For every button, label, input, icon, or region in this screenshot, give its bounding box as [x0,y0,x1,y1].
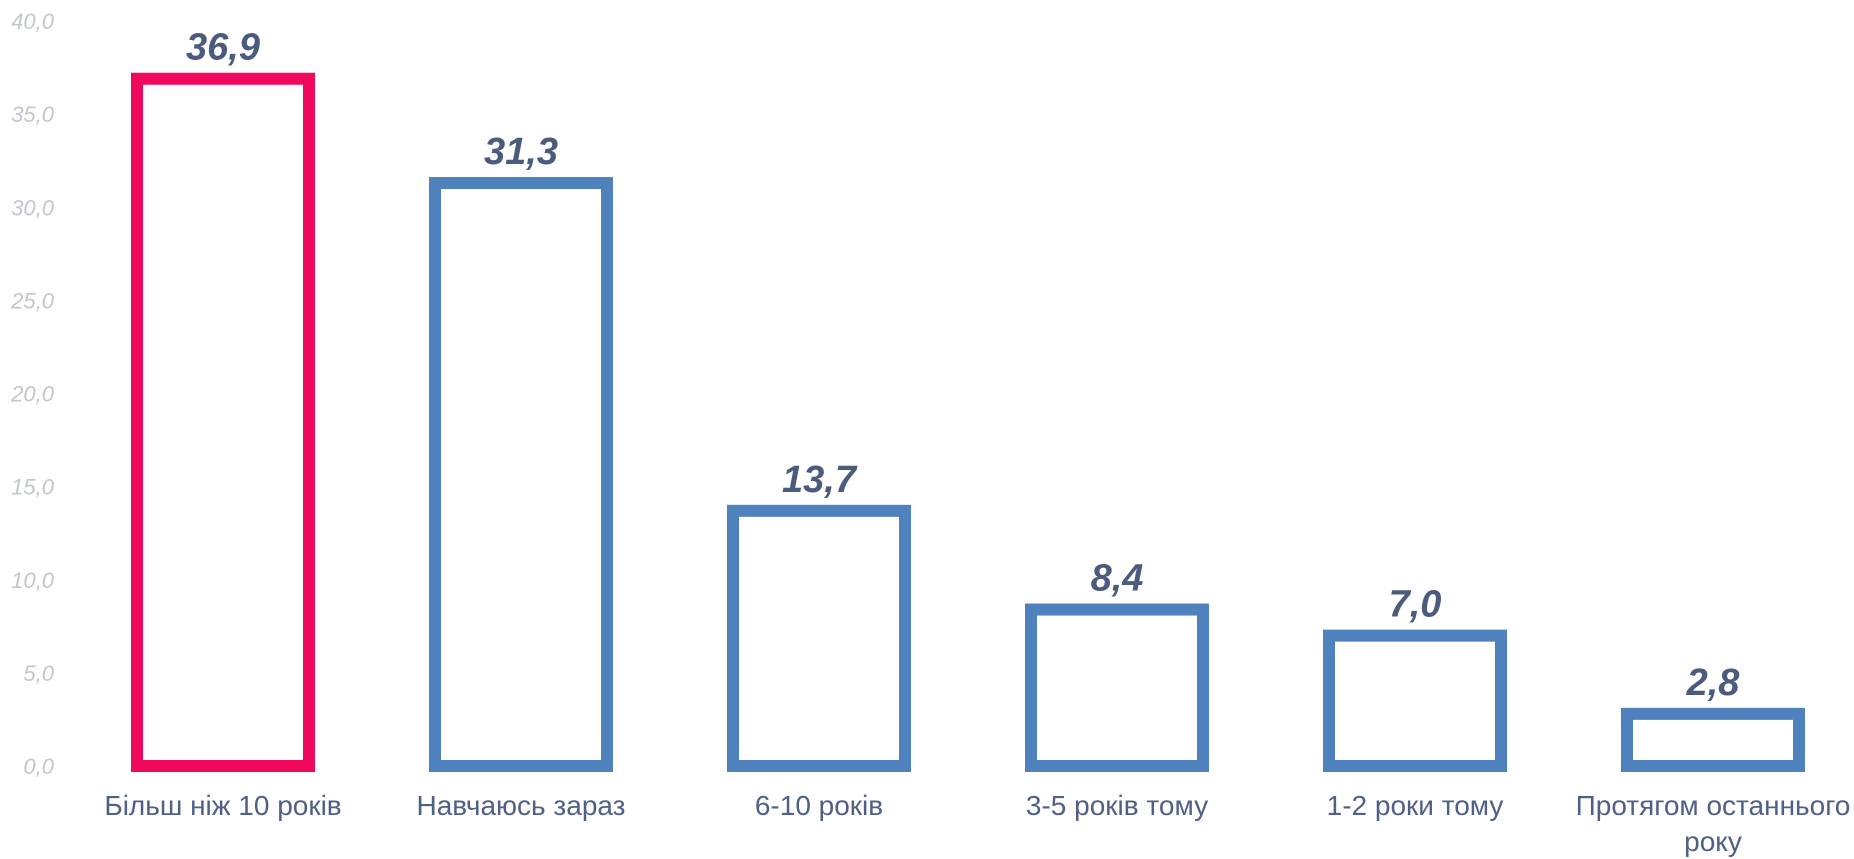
y-axis: 0,0 5,0 10,0 15,0 20,0 25,0 30,0 35,0 40,0 [10,9,55,779]
data-label: 36,9 [186,27,260,69]
x-axis-labels: Більш ніж 10 років Навчаюсь зараз 6-10 рок… [104,790,1850,857]
bar [727,504,911,772]
y-tick-label: 35,0 [11,102,55,127]
y-tick-label: 40,0 [11,9,55,34]
y-tick-label: 5,0 [23,661,54,686]
category-label: 3-5 років тому [1026,790,1208,821]
y-tick-label: 10,0 [11,568,55,593]
bars [131,72,1805,773]
data-label: 8,4 [1091,558,1144,600]
data-label: 31,3 [484,131,558,173]
y-tick-label: 20,0 [10,382,55,407]
category-label: 6-10 років [755,790,883,821]
data-label: 7,0 [1389,584,1442,626]
bar [1621,707,1805,772]
data-labels: 36,9 31,3 13,7 8,4 7,0 2,8 [186,27,1740,704]
category-label: Більш ніж 10 років [104,790,341,821]
bar [1025,603,1209,772]
bar [429,177,613,773]
y-tick-label: 30,0 [11,195,55,220]
category-label: Протягом останнього року [1576,790,1851,857]
category-label: 1-2 роки тому [1327,790,1504,821]
data-label: 2,8 [1686,662,1741,704]
bar [1323,629,1507,772]
y-tick-label: 25,0 [10,288,55,313]
data-label: 13,7 [782,459,858,501]
y-tick-label: 15,0 [11,475,55,500]
y-tick-label: 0,0 [23,754,54,779]
bar-highlighted [131,72,315,773]
category-label: Навчаюсь зараз [416,790,625,821]
